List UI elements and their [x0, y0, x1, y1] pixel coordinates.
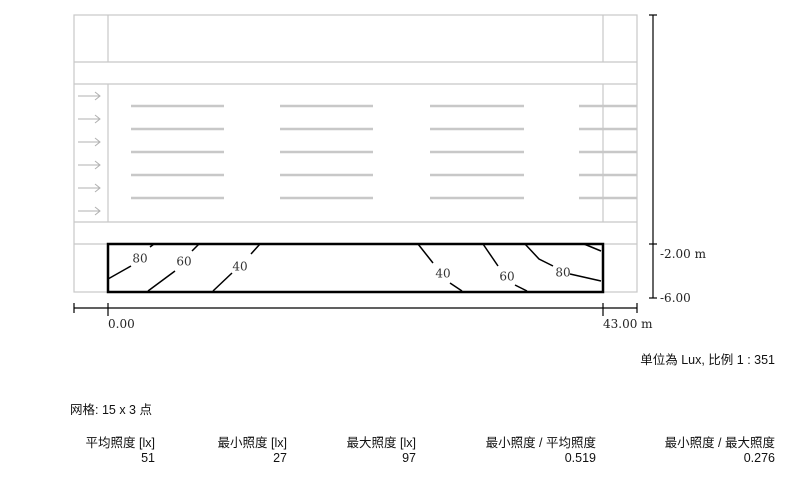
grid-note: 网格: 15 x 3 点 — [70, 403, 152, 417]
y-label-lower: -6.00 — [660, 291, 691, 305]
horizontal-dimension-line — [73, 303, 638, 316]
header-min-avg: 最小照度 / 平均照度 — [485, 436, 596, 450]
lane-markings — [131, 104, 637, 200]
arrow-right-icon — [78, 206, 101, 216]
vertical-dimension-line — [649, 14, 657, 299]
contour-80-right — [524, 243, 554, 267]
header-avg: 平均照度 [lx] — [85, 436, 155, 450]
arrow-right-icon — [78, 137, 101, 147]
contour-label: 40 — [435, 267, 450, 281]
contour-40-right — [417, 243, 434, 264]
contour-label: 60 — [499, 270, 514, 284]
isolux-lines — [107, 243, 602, 292]
arrow-right-icon — [78, 91, 101, 101]
y-label-upper: -2.00 m — [660, 247, 707, 261]
calculation-area — [106, 242, 605, 294]
header-min-max: 最小照度 / 最大照度 — [664, 436, 775, 450]
value-max: 97 — [402, 451, 416, 465]
arrow-right-icon — [78, 160, 101, 170]
contour-label: 80 — [555, 266, 570, 280]
unit-scale-note: 单位為 Lux, 比例 1 : 351 — [640, 353, 775, 367]
contour-label: 40 — [232, 260, 247, 274]
contour-60-right — [482, 243, 499, 267]
contour-label: 80 — [132, 252, 147, 266]
contour-60-left — [191, 243, 200, 252]
contour-40-left — [250, 243, 261, 255]
x-label-start: 0.00 — [108, 317, 135, 331]
contour-60-right — [514, 284, 528, 292]
arrow-right-icon — [78, 183, 101, 193]
value-min-avg: 0.519 — [564, 451, 596, 465]
header-min: 最小照度 [lx] — [217, 436, 287, 450]
plan-outline — [73, 14, 638, 293]
contour-40-left — [212, 272, 233, 292]
header-max: 最大照度 [lx] — [346, 436, 416, 450]
contour-60-left — [147, 270, 176, 292]
contour-80-right — [569, 273, 602, 282]
value-avg: 51 — [141, 451, 155, 465]
contour-corner-right — [583, 243, 602, 252]
arrow-right-icon — [78, 114, 101, 124]
contour-80-left — [149, 243, 155, 248]
direction-arrows — [78, 91, 101, 216]
road-plan — [73, 14, 638, 293]
contour-80-left — [107, 265, 132, 280]
x-label-end: 43.00 m — [603, 317, 653, 331]
value-min: 27 — [273, 451, 287, 465]
contour-label: 60 — [176, 255, 191, 269]
value-min-max: 0.276 — [743, 451, 775, 465]
contour-40-right — [449, 282, 463, 292]
